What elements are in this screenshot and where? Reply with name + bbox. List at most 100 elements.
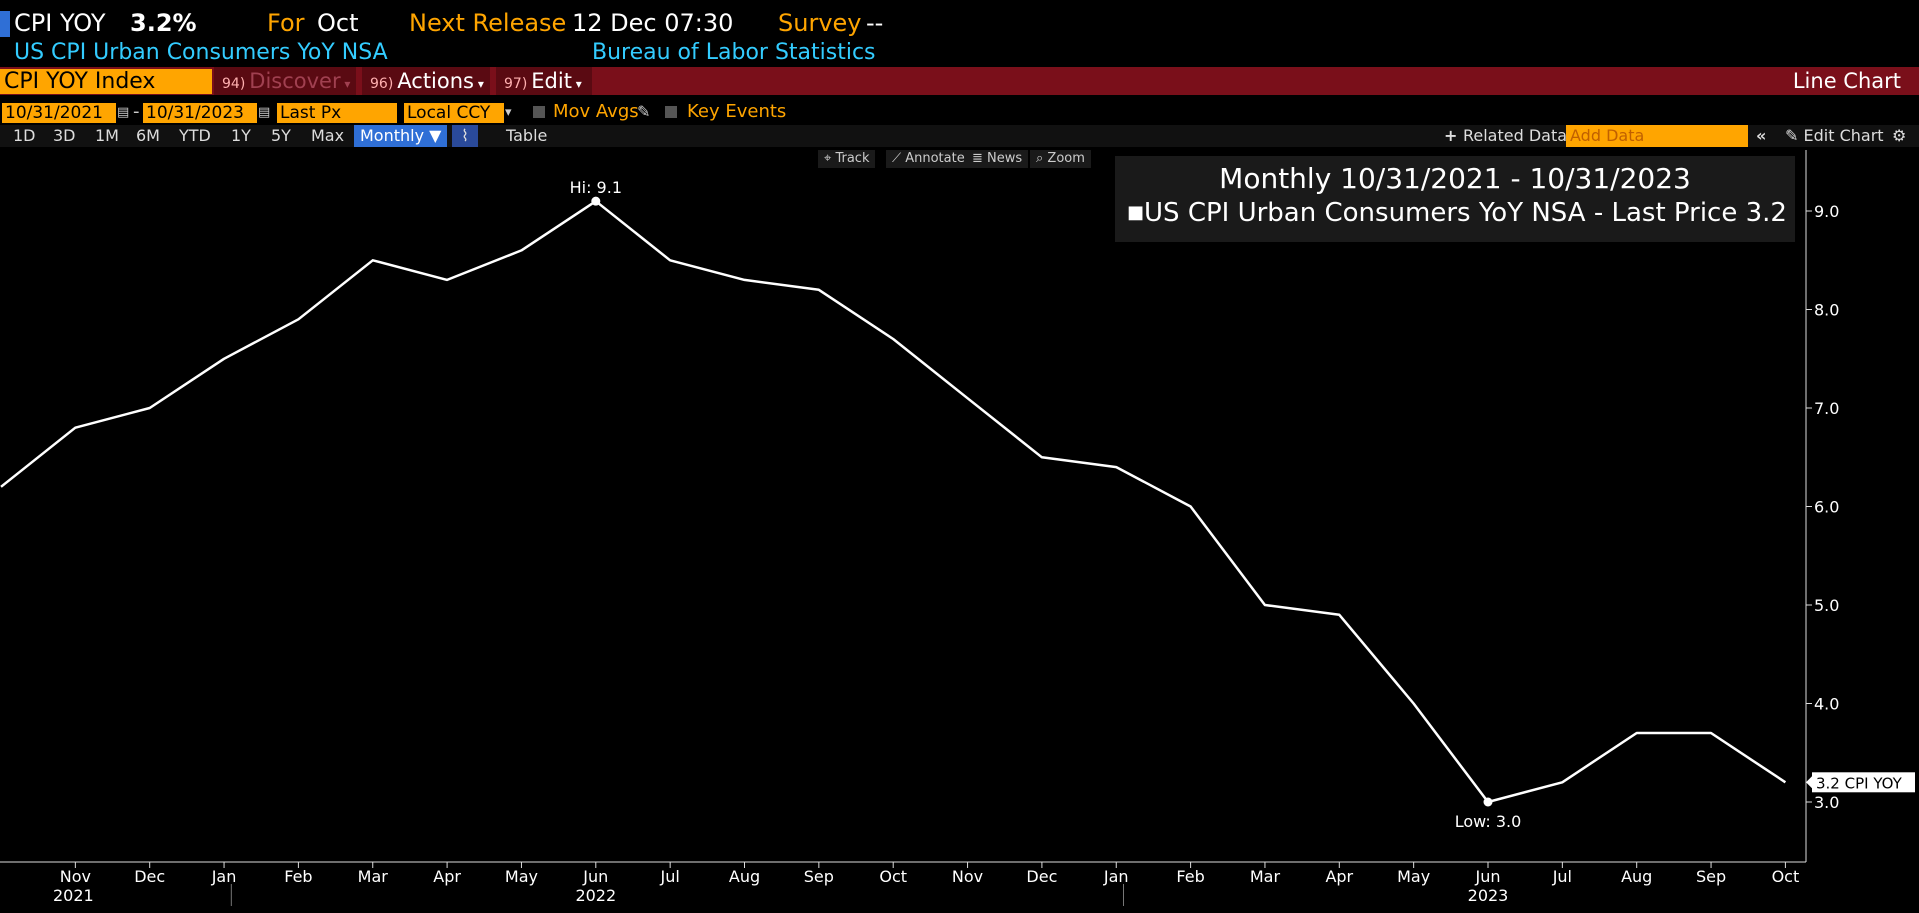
range-ytd[interactable]: YTD <box>179 126 211 145</box>
x-tick-label: Oct <box>1772 867 1800 886</box>
x-tick-label: Dec <box>134 867 165 886</box>
period-select[interactable]: Monthly ▼ <box>354 125 448 147</box>
x-tick-label: Mar <box>1250 867 1281 886</box>
range-bar <box>0 125 1919 147</box>
range-1m[interactable]: 1M <box>95 126 119 145</box>
x-tick-label: May <box>505 867 538 886</box>
related-data-label: Related Data <box>1462 126 1568 145</box>
next-release-label: Next Release <box>409 9 567 37</box>
range-5y[interactable]: 5Y <box>271 126 291 145</box>
chart-style-icon[interactable]: ⌇ <box>452 125 478 147</box>
x-tick-label: Nov <box>60 867 91 886</box>
annotation-point <box>591 196 601 206</box>
news-tool[interactable]: ≣ News <box>966 150 1029 168</box>
y-tick-label: 3.0 <box>1814 793 1839 812</box>
x-tick-label: Jan <box>1103 867 1129 886</box>
x-tick-label: Aug <box>1621 867 1652 886</box>
x-axis: Nov Dec Jan Feb Mar Apr May Jun Jul Aug Sep Oct Nov D… <box>0 861 1806 906</box>
survey-value: -- <box>866 9 884 37</box>
discover-label: Discover <box>249 69 341 93</box>
annotate-tool[interactable]: ⟋ Annotate <box>886 150 971 168</box>
news-label: News <box>987 151 1023 166</box>
edit-button[interactable]: 97) Edit ▾ <box>496 67 592 95</box>
y-tick-label: 4.0 <box>1814 695 1839 714</box>
currency-select[interactable]: Local CCY <box>404 103 504 123</box>
x-tick-label: Sep <box>804 867 834 886</box>
range-max[interactable]: Max <box>311 126 345 145</box>
related-data-button[interactable]: + Related Data <box>1444 125 1567 147</box>
edit-chart-button[interactable]: ✎ Edit Chart <box>1785 125 1884 147</box>
gear-icon[interactable]: ⚙ <box>1892 126 1907 145</box>
next-release-value: 12 Dec 07:30 <box>572 9 734 37</box>
x-tick-label: Aug <box>729 867 760 886</box>
start-date-input[interactable]: 10/31/2021 <box>2 103 116 123</box>
annotate-label: Annotate <box>905 151 965 166</box>
survey-label: Survey <box>778 9 862 37</box>
y-axis: 3.0 4.0 5.0 6.0 7.0 8.0 9.0 3.2 CPI YOY <box>1805 150 1915 862</box>
x-tick-label: Jul <box>659 867 679 886</box>
ticker-label[interactable]: CPI YOY <box>14 9 106 37</box>
actions-number: 96) <box>370 76 394 92</box>
range-1d[interactable]: 1D <box>13 126 36 145</box>
legend-series-entry: ■US CPI Urban Consumers YoY NSA - Last P… <box>1127 196 1787 230</box>
security-description: US CPI Urban Consumers YoY NSA <box>14 40 388 65</box>
x-tick-label: Apr <box>1325 867 1353 886</box>
legend-last-value: 3.2 <box>1745 198 1787 228</box>
x-tick-label: Jan <box>211 867 237 886</box>
collapse-icon[interactable]: « <box>1756 126 1767 145</box>
field-select[interactable]: Last Px <box>277 103 397 123</box>
chevron-down-icon: ▾ <box>474 77 484 91</box>
calendar-icon[interactable]: ▤ <box>258 105 271 120</box>
legend-series-name: US CPI Urban Consumers YoY NSA - Last Pr… <box>1144 198 1738 228</box>
add-data-input[interactable]: Add Data <box>1566 125 1748 147</box>
last-value: 3.2% <box>130 9 197 37</box>
x-tick-label: Jul <box>1552 867 1572 886</box>
mov-avgs-label[interactable]: Mov Avgs <box>553 101 639 122</box>
zoom-label: Zoom <box>1047 151 1085 166</box>
range-3d[interactable]: 3D <box>53 126 76 145</box>
x-tick-label: Dec <box>1026 867 1057 886</box>
x-tick-label: Jun <box>582 867 608 886</box>
edit-chart-label: Edit Chart <box>1803 126 1884 145</box>
range-1y[interactable]: 1Y <box>231 126 251 145</box>
mov-avgs-checkbox[interactable] <box>533 106 545 118</box>
chart-legend[interactable]: Monthly 10/31/2021 - 10/31/2023 ■US CPI … <box>1115 156 1795 242</box>
last-price-tag-pointer <box>1806 776 1812 789</box>
edit-number: 97) <box>504 76 528 92</box>
series-marker: ■ <box>1127 202 1145 223</box>
function-toolbar: CPI YOY Index 94) Discover ▾ 96) Actions ▾… <box>0 67 1919 95</box>
plus-icon: + <box>1444 126 1463 145</box>
x-tick-label: May <box>1397 867 1430 886</box>
x-tick-label: Mar <box>358 867 389 886</box>
calendar-icon[interactable]: ▤ <box>117 105 130 120</box>
y-tick-label: 7.0 <box>1814 399 1839 418</box>
chevron-down-icon[interactable]: ▾ <box>505 105 512 120</box>
zoom-tool[interactable]: ⌕ Zoom <box>1030 150 1091 168</box>
for-label: For <box>267 9 305 37</box>
security-color-marker <box>0 11 10 37</box>
track-label: Track <box>835 151 870 166</box>
x-year-label: 2022 <box>575 886 616 905</box>
crosshair-icon: ⌖ <box>824 151 836 166</box>
y-tick-label: 5.0 <box>1814 596 1839 615</box>
table-button[interactable]: Table <box>506 126 548 145</box>
x-year-label: 2023 <box>1468 886 1509 905</box>
discover-number: 94) <box>222 76 246 92</box>
series-line <box>0 199 1787 804</box>
for-value: Oct <box>317 9 359 37</box>
actions-button[interactable]: 96) Actions ▾ <box>362 67 490 95</box>
x-tick-label: Sep <box>1696 867 1726 886</box>
discover-button[interactable]: 94) Discover ▾ <box>214 67 356 95</box>
security-input[interactable]: CPI YOY Index <box>0 69 212 94</box>
track-tool[interactable]: ⌖ Track <box>818 150 876 168</box>
edit-label: Edit <box>531 69 572 93</box>
triangle-down-icon: ▼ <box>424 126 442 145</box>
x-year-label: 2021 <box>53 886 94 905</box>
end-date-input[interactable]: 10/31/2023 <box>143 103 257 123</box>
key-events-label[interactable]: Key Events <box>687 101 787 122</box>
pencil-icon[interactable]: ✎ <box>637 102 651 121</box>
key-events-checkbox[interactable] <box>665 106 677 118</box>
range-6m[interactable]: 6M <box>136 126 160 145</box>
plot-area: Hi: 9.1 Low: 3.0 <box>0 178 1787 831</box>
